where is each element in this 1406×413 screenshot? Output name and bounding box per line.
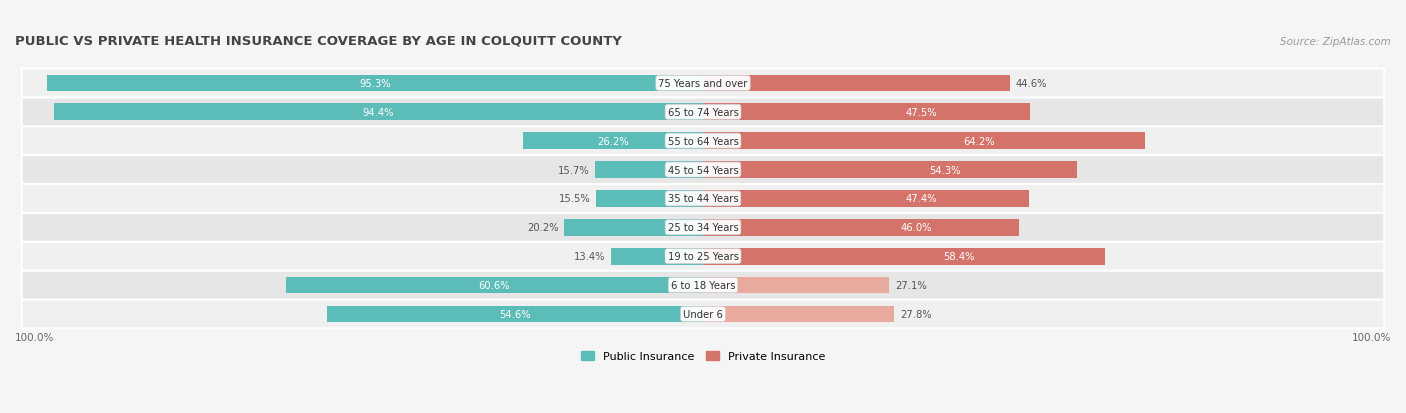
Bar xyxy=(703,277,890,294)
Text: 35 to 44 Years: 35 to 44 Years xyxy=(668,194,738,204)
Text: 58.4%: 58.4% xyxy=(943,252,974,261)
Text: 44.6%: 44.6% xyxy=(1015,79,1047,89)
Text: 75 Years and over: 75 Years and over xyxy=(658,79,748,89)
Text: 55 to 64 Years: 55 to 64 Years xyxy=(668,136,738,146)
Text: 25 to 34 Years: 25 to 34 Years xyxy=(668,223,738,233)
Text: 13.4%: 13.4% xyxy=(574,252,606,261)
Text: 60.6%: 60.6% xyxy=(478,280,510,290)
Text: 15.5%: 15.5% xyxy=(560,194,591,204)
FancyBboxPatch shape xyxy=(21,213,1385,242)
Bar xyxy=(328,306,703,323)
FancyBboxPatch shape xyxy=(21,271,1385,300)
Bar xyxy=(703,75,1010,92)
Text: PUBLIC VS PRIVATE HEALTH INSURANCE COVERAGE BY AGE IN COLQUITT COUNTY: PUBLIC VS PRIVATE HEALTH INSURANCE COVER… xyxy=(15,34,621,47)
FancyBboxPatch shape xyxy=(21,300,1385,328)
Text: 46.0%: 46.0% xyxy=(900,223,932,233)
Text: 47.5%: 47.5% xyxy=(905,107,938,117)
Text: 27.1%: 27.1% xyxy=(896,280,927,290)
Text: 27.8%: 27.8% xyxy=(900,309,931,319)
Text: 100.0%: 100.0% xyxy=(15,332,55,342)
Text: 26.2%: 26.2% xyxy=(598,136,628,146)
Bar xyxy=(564,219,703,236)
Text: 6 to 18 Years: 6 to 18 Years xyxy=(671,280,735,290)
Text: 95.3%: 95.3% xyxy=(360,79,391,89)
Text: 20.2%: 20.2% xyxy=(527,223,558,233)
Text: 94.4%: 94.4% xyxy=(363,107,394,117)
Text: 100.0%: 100.0% xyxy=(1351,332,1391,342)
Text: 47.4%: 47.4% xyxy=(905,194,936,204)
Bar xyxy=(703,248,1105,265)
Bar xyxy=(703,190,1029,207)
FancyBboxPatch shape xyxy=(21,69,1385,98)
Text: 65 to 74 Years: 65 to 74 Years xyxy=(668,107,738,117)
Text: Source: ZipAtlas.com: Source: ZipAtlas.com xyxy=(1281,37,1391,47)
Legend: Public Insurance, Private Insurance: Public Insurance, Private Insurance xyxy=(575,345,831,367)
Bar xyxy=(48,75,703,92)
FancyBboxPatch shape xyxy=(21,156,1385,185)
Text: 15.7%: 15.7% xyxy=(558,165,589,175)
Bar xyxy=(703,162,1077,178)
Bar xyxy=(703,104,1029,121)
Text: 54.3%: 54.3% xyxy=(929,165,960,175)
Bar xyxy=(703,306,894,323)
Bar xyxy=(523,133,703,150)
Bar xyxy=(703,219,1019,236)
Bar xyxy=(285,277,703,294)
Text: 45 to 54 Years: 45 to 54 Years xyxy=(668,165,738,175)
Text: Under 6: Under 6 xyxy=(683,309,723,319)
FancyBboxPatch shape xyxy=(21,242,1385,271)
Bar xyxy=(596,190,703,207)
FancyBboxPatch shape xyxy=(21,185,1385,213)
Bar xyxy=(703,133,1144,150)
Bar xyxy=(610,248,703,265)
Bar xyxy=(595,162,703,178)
FancyBboxPatch shape xyxy=(21,98,1385,127)
FancyBboxPatch shape xyxy=(21,127,1385,156)
Text: 54.6%: 54.6% xyxy=(499,309,531,319)
Bar xyxy=(53,104,703,121)
Text: 64.2%: 64.2% xyxy=(963,136,994,146)
Text: 19 to 25 Years: 19 to 25 Years xyxy=(668,252,738,261)
